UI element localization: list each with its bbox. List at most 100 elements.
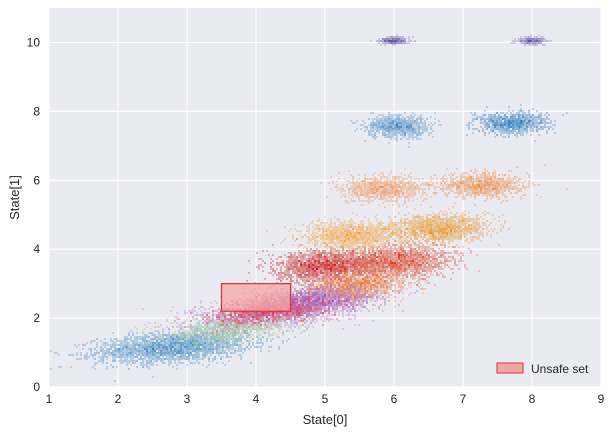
density-bin [350, 296, 352, 298]
density-bin [330, 298, 332, 300]
density-bin [386, 278, 388, 280]
density-bin [176, 368, 178, 370]
density-bin [248, 316, 250, 318]
density-bin [214, 356, 216, 358]
density-bin [112, 344, 114, 346]
density-bin [236, 330, 238, 332]
density-bin [240, 338, 242, 340]
density-bin [198, 362, 200, 364]
density-bin [318, 280, 320, 282]
density-bin [114, 348, 116, 350]
density-bin [322, 280, 324, 282]
density-bin [342, 278, 344, 280]
density-bin [360, 286, 362, 288]
density-bin [294, 306, 296, 308]
density-bin [270, 338, 272, 340]
density-bin [246, 332, 248, 334]
density-bin [166, 352, 168, 354]
density-bin [238, 346, 240, 348]
density-bin [324, 288, 326, 290]
density-bin [328, 300, 330, 302]
density-bin [304, 274, 306, 276]
density-bin [180, 332, 182, 334]
density-bin [394, 286, 396, 288]
density-bin [236, 316, 238, 318]
density-bin [420, 252, 422, 254]
density-bin [336, 284, 338, 286]
density-bin [156, 330, 158, 332]
density-bin [302, 308, 304, 310]
density-bin [270, 328, 272, 330]
density-bin [264, 318, 266, 320]
density-bin [202, 344, 204, 346]
density-bin [168, 346, 170, 348]
density-bin [284, 274, 286, 276]
density-bin [372, 280, 374, 282]
density-bin [368, 292, 370, 294]
density-bin [196, 336, 198, 338]
density-bin [174, 320, 176, 322]
density-bin [382, 264, 384, 266]
density-bin [364, 276, 366, 278]
density-bin [354, 308, 356, 310]
density-bin [346, 274, 348, 276]
density-bin [288, 316, 290, 318]
density-bin [324, 264, 326, 266]
density-bin [192, 342, 194, 344]
density-bin [144, 344, 146, 346]
density-bin [280, 276, 282, 278]
density-bin [308, 290, 310, 292]
density-bin [300, 266, 302, 268]
density-bin [260, 326, 262, 328]
density-bin [350, 258, 352, 260]
density-bin [334, 292, 336, 294]
density-bin [404, 260, 406, 262]
density-bin [248, 318, 250, 320]
density-bin [218, 318, 220, 320]
density-bin [240, 348, 242, 350]
density-bin [188, 326, 190, 328]
density-bin [204, 320, 206, 322]
density-bin [230, 324, 232, 326]
density-bin [102, 350, 104, 352]
density-bin [380, 270, 382, 272]
density-bin [354, 262, 356, 264]
density-bin [74, 344, 76, 346]
density-bin [132, 352, 134, 354]
density-bin [294, 308, 296, 310]
density-bin [168, 352, 170, 354]
density-bin [342, 266, 344, 268]
density-bin [326, 268, 328, 270]
density-bin [140, 354, 142, 356]
density-bin [294, 302, 296, 304]
density-bin [210, 338, 212, 340]
density-bin [352, 270, 354, 272]
density-bin [140, 348, 142, 350]
density-bin [298, 268, 300, 270]
density-bin [130, 358, 132, 360]
density-bin [400, 284, 402, 286]
density-bin [374, 284, 376, 286]
density-bin [316, 310, 318, 312]
density-bin [334, 282, 336, 284]
density-bin [178, 356, 180, 358]
density-bin [146, 366, 148, 368]
density-bin [356, 298, 358, 300]
density-bin [298, 326, 300, 328]
density-bin [326, 308, 328, 310]
density-bin [146, 350, 148, 352]
density-bin [366, 270, 368, 272]
density-bin [286, 314, 288, 316]
density-bin [204, 308, 206, 310]
density-bin [378, 286, 380, 288]
density-bin [364, 266, 366, 268]
density-bin [226, 354, 228, 356]
density-bin [208, 308, 210, 310]
density-bin [304, 308, 306, 310]
density-bin [354, 266, 356, 268]
density-bin [170, 336, 172, 338]
density-bin [194, 350, 196, 352]
density-bin [364, 300, 366, 302]
density-bin [192, 340, 194, 342]
density-bin [154, 360, 156, 362]
